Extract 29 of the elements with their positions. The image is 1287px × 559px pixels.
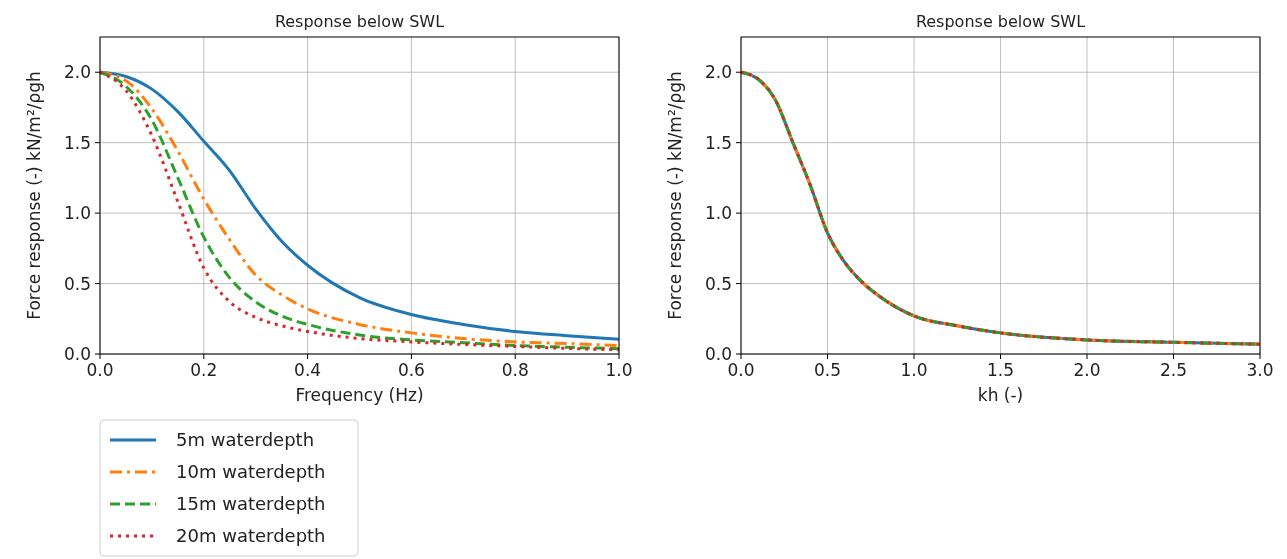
- y-tick-label: 2.0: [63, 62, 91, 83]
- x-tick-label: 3.0: [1246, 360, 1274, 380]
- x-tick-label: 0.2: [190, 360, 218, 380]
- x-tick-label: 1.0: [605, 360, 633, 380]
- x-tick-label: 0.4: [294, 360, 322, 380]
- x-tick-label: 0.8: [501, 360, 529, 380]
- y-tick-label: 0.5: [704, 273, 732, 294]
- y-tick-label: 1.5: [704, 132, 732, 153]
- legend-label: 10m waterdepth: [176, 461, 326, 483]
- x-tick-label: 2.5: [1159, 360, 1188, 380]
- legend-label: 5m waterdepth: [176, 429, 315, 451]
- legend-label: 20m waterdepth: [176, 525, 326, 547]
- y-tick-label: 1.0: [704, 203, 732, 224]
- x-tick-label: 2.0: [1073, 360, 1101, 380]
- y-tick-label: 1.0: [63, 203, 91, 224]
- y-axis-title: Force response (-) kN/m²/ρgh: [24, 71, 44, 320]
- x-tick-label: 0.6: [397, 360, 425, 380]
- x-axis-title: Frequency (Hz): [295, 385, 424, 405]
- chart-title: Response below SWL: [274, 12, 445, 31]
- x-tick-label: 1.0: [900, 360, 928, 380]
- y-tick-label: 1.5: [63, 132, 91, 153]
- legend-label: 15m waterdepth: [176, 493, 326, 515]
- y-tick-label: 0.5: [63, 273, 91, 294]
- y-axis-title: Force response (-) kN/m²/ρgh: [665, 71, 685, 320]
- chart-title: Response below SWL: [915, 12, 1086, 31]
- x-tick-label: 0.5: [813, 360, 842, 380]
- x-tick-label: 1.5: [986, 360, 1015, 380]
- y-tick-label: 2.0: [704, 62, 732, 83]
- x-axis-title: kh (-): [977, 385, 1024, 405]
